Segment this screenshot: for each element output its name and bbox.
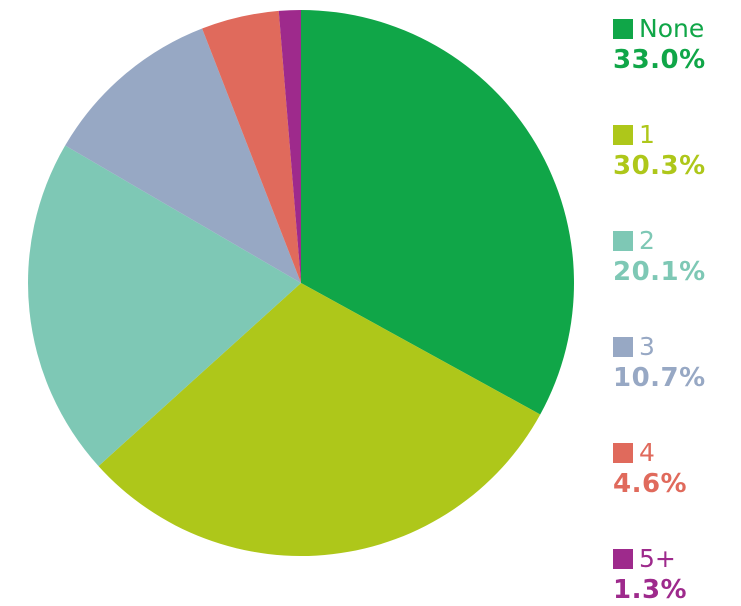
legend-item-1: 1 30.3% (613, 120, 738, 182)
legend-value-2: 20.1% (613, 257, 706, 287)
legend-item-2: 2 20.1% (613, 226, 738, 288)
pie-slices (27, 10, 574, 557)
pie-slice-1 (98, 283, 541, 557)
legend-item-5-plus: 5+ 1.3% (613, 544, 738, 606)
pie-slice-3 (65, 28, 302, 283)
pie-slice-none (301, 10, 574, 415)
legend-value-4: 4.6% (613, 469, 688, 499)
pie-slice-2 (27, 145, 302, 467)
pie-slice-5-plus (278, 10, 301, 283)
pie-chart (27, 10, 574, 557)
legend-item-4: 4 4.6% (613, 438, 738, 500)
legend-label-2: 2 (639, 226, 655, 255)
legend-item-none: None 33.0% (613, 14, 738, 76)
legend-value-1: 30.3% (613, 151, 706, 181)
legend-swatch-3 (613, 337, 633, 357)
legend-label-3: 3 (639, 332, 655, 361)
legend-label-1: 1 (639, 120, 655, 149)
legend-value-3: 10.7% (613, 363, 706, 393)
legend-item-3: 3 10.7% (613, 332, 738, 394)
legend-swatch-1 (613, 125, 633, 145)
legend-label-4: 4 (639, 438, 655, 467)
legend-swatch-none (613, 19, 633, 39)
legend-swatch-2 (613, 231, 633, 251)
legend-swatch-5-plus (613, 549, 633, 569)
legend-label-none: None (639, 14, 705, 43)
legend-value-5-plus: 1.3% (613, 575, 688, 605)
legend-label-5-plus: 5+ (639, 544, 676, 573)
pie-slice-4 (202, 10, 301, 283)
legend-value-none: 33.0% (613, 45, 706, 75)
legend-swatch-4 (613, 443, 633, 463)
